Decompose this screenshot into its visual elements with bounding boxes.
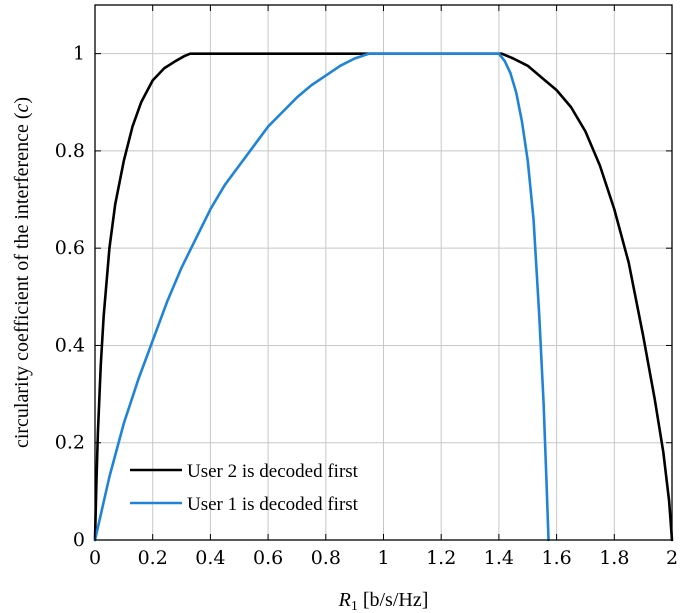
x-tick-label: 2 <box>666 547 678 569</box>
y-tick-label: 1 <box>73 43 85 65</box>
tick-labels: 0 0.2 0.4 0.6 0.8 1 1.2 1.4 1.6 1.8 2 0 0.2 0.4 0.6 0.8… <box>55 5 678 569</box>
x-tick-label: 1.2 <box>426 547 456 569</box>
grid <box>94 5 673 541</box>
y-axis-label: circularity coefficient of the interfere… <box>11 97 33 448</box>
x-axis-label-unit: [b/s/Hz] <box>363 589 429 611</box>
x-tick-label: 0.8 <box>311 547 341 569</box>
x-tick-label: 0.6 <box>253 547 283 569</box>
legend-label-user-1: User 1 is decoded first <box>187 494 359 515</box>
x-axis-label: R1 [b/s/Hz] <box>338 589 429 613</box>
x-axis-label-symbol: R <box>338 589 351 611</box>
series-line-user-2 <box>93 52 674 542</box>
y-tick-label: 0.4 <box>55 334 85 356</box>
x-tick-label: 1.8 <box>599 547 629 569</box>
y-axis-label-symbol: c <box>11 104 33 113</box>
x-tick-label: 0 <box>89 547 101 569</box>
y-tick-label: 0.2 <box>55 432 85 454</box>
y-tick-label: 0 <box>73 529 85 551</box>
y-axis-label-text: circularity coefficient of the interfere… <box>11 112 33 448</box>
x-tick-label: 1.6 <box>541 547 571 569</box>
legend: User 2 is decoded first User 1 is decode… <box>130 461 359 515</box>
legend-label-user-2: User 2 is decoded first <box>187 461 359 482</box>
y-tick-label: 0.8 <box>55 140 85 162</box>
x-axis-label-subscript: 1 <box>351 599 358 613</box>
series-lines <box>93 52 674 542</box>
y-tick-label: 0.6 <box>55 237 85 259</box>
x-tick-label: 0.4 <box>195 547 225 569</box>
x-tick-label: 1 <box>377 547 389 569</box>
y-axis-label-close: ) <box>11 97 33 104</box>
x-tick-label: 1.4 <box>484 547 514 569</box>
series-line-user-1 <box>93 52 550 542</box>
x-tick-label: 0.2 <box>138 547 168 569</box>
